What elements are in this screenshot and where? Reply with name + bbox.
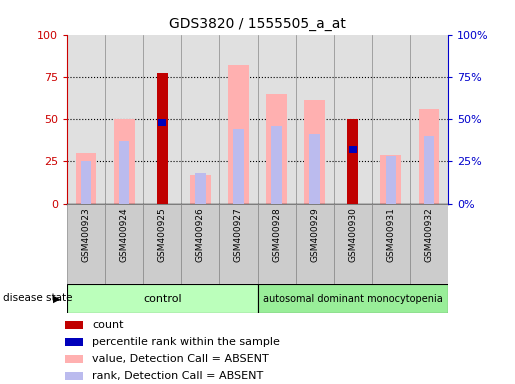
Bar [143,204,181,284]
Bar [271,126,282,204]
Text: rank, Detection Call = ABSENT: rank, Detection Call = ABSENT [92,371,264,381]
Text: count: count [92,320,124,330]
Text: disease state: disease state [3,293,72,303]
Text: GSM400929: GSM400929 [310,208,319,262]
Bar [119,141,129,204]
Text: GSM400926: GSM400926 [196,208,205,262]
Bar [410,35,448,204]
Bar [181,204,219,284]
Text: GSM400923: GSM400923 [81,208,91,262]
Bar [424,136,434,204]
Bar [381,154,401,204]
Bar [372,204,410,284]
Bar [114,119,134,204]
Text: autosomal dominant monocytopenia: autosomal dominant monocytopenia [263,293,443,304]
Text: ▶: ▶ [53,293,61,303]
Text: value, Detection Call = ABSENT: value, Detection Call = ABSENT [92,354,269,364]
Bar [158,119,166,126]
Bar [67,35,105,204]
Bar [65,338,83,346]
Bar [233,129,244,204]
Text: percentile rank within the sample: percentile rank within the sample [92,337,280,347]
Bar [157,73,167,204]
Bar [67,204,105,284]
Text: control: control [143,293,182,304]
Bar [304,101,325,204]
Bar [266,94,287,204]
Text: GSM400928: GSM400928 [272,208,281,262]
Bar [228,65,249,204]
Bar [76,153,96,204]
Bar [81,161,91,204]
Bar [348,119,358,204]
Text: GSM400931: GSM400931 [386,208,396,262]
Bar [190,175,211,204]
Bar [419,109,439,204]
Bar [334,35,372,204]
Title: GDS3820 / 1555505_a_at: GDS3820 / 1555505_a_at [169,17,346,31]
Bar [310,134,320,204]
Bar [105,35,143,204]
Bar [372,35,410,204]
Bar [258,284,448,313]
Text: GSM400924: GSM400924 [119,208,129,262]
Bar [67,284,258,313]
Text: GSM400927: GSM400927 [234,208,243,262]
Bar [410,204,448,284]
Bar [219,204,258,284]
Text: GSM400930: GSM400930 [348,208,357,262]
Bar [105,204,143,284]
Bar [195,173,205,204]
Bar [181,35,219,204]
Bar [65,321,83,329]
Bar [296,35,334,204]
Text: GSM400932: GSM400932 [424,208,434,262]
Bar [258,204,296,284]
Bar [296,204,334,284]
Bar [65,355,83,363]
Bar [258,35,296,204]
Bar [219,35,258,204]
Bar [349,146,357,153]
Bar [386,156,396,204]
Bar [334,204,372,284]
Bar [143,35,181,204]
Bar [65,372,83,380]
Text: GSM400925: GSM400925 [158,208,167,262]
